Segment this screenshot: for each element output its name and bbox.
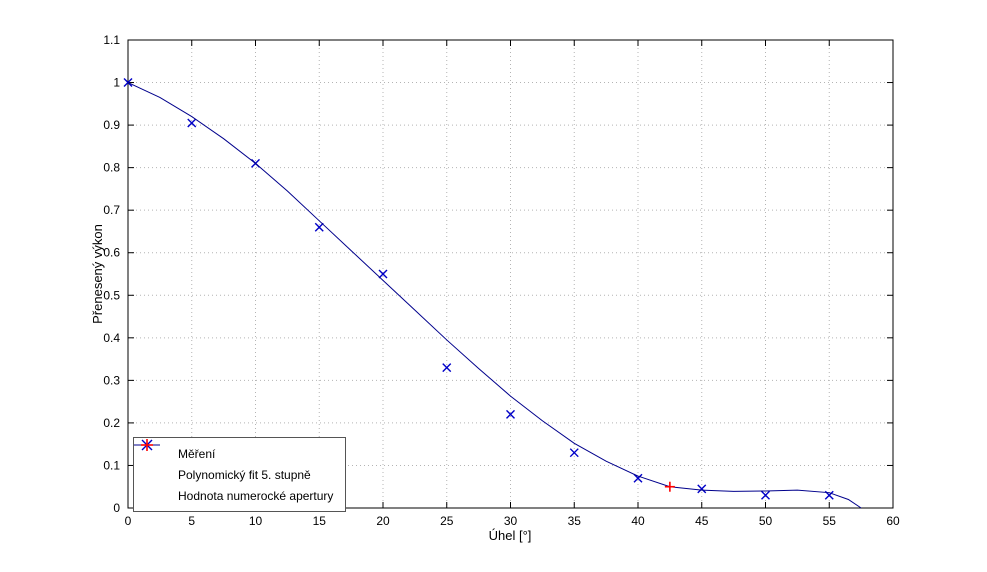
y-tick-label: 0.4 (103, 331, 120, 345)
y-axis-label: Přenesený výkon (90, 224, 105, 324)
x-tick-label: 30 (504, 514, 518, 528)
x-tick-label: 20 (376, 514, 390, 528)
x-tick-label: 40 (631, 514, 645, 528)
series-line-1 (127, 82, 862, 509)
marker-x (633, 473, 643, 483)
marker-x (442, 363, 452, 373)
x-axis-label: Úhel [°] (488, 528, 532, 543)
y-tick-label: 0.2 (103, 416, 120, 430)
x-tick-label: 15 (313, 514, 327, 528)
x-tick-label: 55 (823, 514, 837, 528)
y-tick-label: 0.6 (103, 246, 120, 260)
legend: Měření Polynomický fit 5. stupně Hodnota… (133, 437, 347, 512)
x-tick-label: 5 (188, 514, 195, 528)
marker-x (761, 490, 770, 500)
x-tick-label: 25 (440, 514, 454, 528)
marker-x (569, 448, 579, 458)
legend-label-measurement: Měření (178, 446, 216, 461)
y-tick-label: 0.3 (103, 373, 120, 387)
marker-x (314, 222, 324, 232)
x-tick-label: 10 (249, 514, 263, 528)
marker-x (824, 490, 834, 500)
y-tick-label: 1.1 (103, 33, 120, 47)
marker-x (378, 269, 388, 279)
legend-item-aperture: Hodnota numerocké apertury (138, 439, 334, 506)
legend-item-measurement: Měření (138, 439, 333, 464)
y-tick-label: 0.5 (103, 288, 120, 302)
y-tick-label: 0.9 (103, 118, 120, 132)
x-tick-label: 0 (125, 514, 132, 528)
y-tick-label: 0.1 (103, 458, 120, 472)
marker-x (697, 484, 707, 494)
x-tick-label: 60 (886, 514, 900, 528)
marker-x (187, 118, 197, 128)
legend-item-fit: Polynomický fit 5. stupně (134, 444, 333, 485)
x-tick-label: 35 (568, 514, 582, 528)
y-tick-label: 0 (113, 501, 120, 515)
y-tick-label: 1 (113, 76, 120, 90)
y-tick-label: 0.7 (103, 203, 120, 217)
legend-label-aperture: Hodnota numerocké apertury (178, 488, 334, 503)
y-tick-label: 0.8 (103, 161, 120, 175)
marker-x (506, 409, 515, 419)
legend-label-fit: Polynomický fit 5. stupně (178, 467, 311, 482)
x-tick-label: 50 (759, 514, 773, 528)
plot-border (127, 39, 894, 509)
x-tick-label: 45 (695, 514, 709, 528)
